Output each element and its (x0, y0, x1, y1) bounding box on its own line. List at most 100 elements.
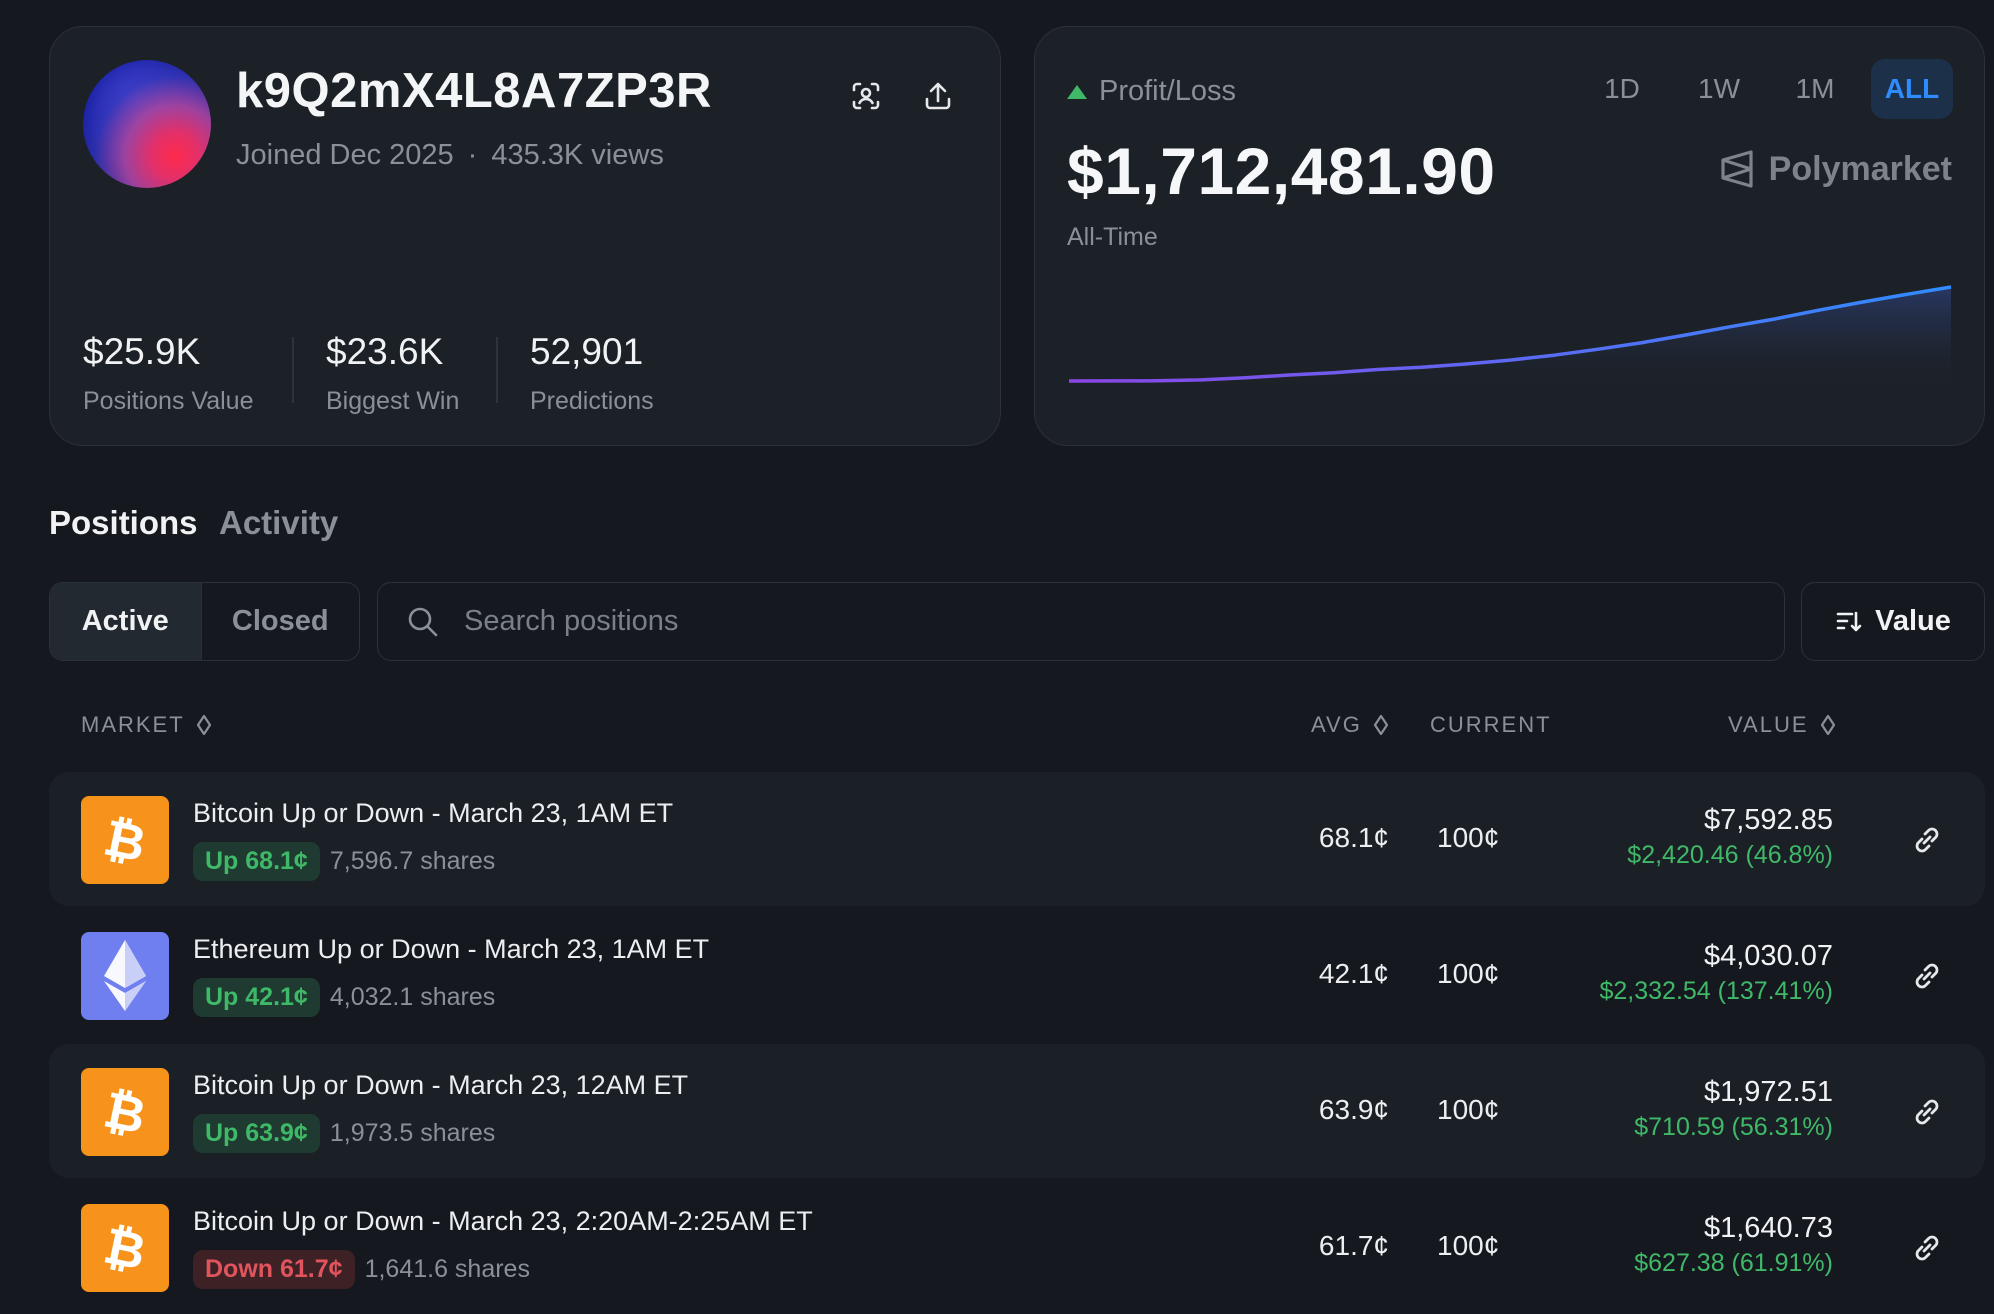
stat-value: $25.9K (83, 331, 201, 372)
market-title[interactable]: Ethereum Up or Down - March 23, 1AM ET (193, 934, 710, 964)
avg-price: 63.9¢ (1318, 1094, 1389, 1125)
stat-value: 52,901 (530, 331, 644, 372)
value-amount: $4,030.07 (1703, 940, 1833, 972)
pnl-label: Profit/Loss (1099, 75, 1236, 107)
table-row[interactable]: ₿ Bitcoin Up or Down - March 23, 12AM ET… (49, 1044, 1985, 1178)
avatar[interactable] (83, 60, 211, 188)
avg-price: 61.7¢ (1318, 1230, 1389, 1261)
svg-text:₿: ₿ (99, 810, 151, 870)
current-price: 100¢ (1437, 1230, 1500, 1261)
outcome-badge: Up 42.1¢ (193, 978, 320, 1017)
brand-name: Polymarket (1768, 149, 1952, 188)
sort-icon (1836, 611, 1862, 631)
bitcoin-icon: ₿ (81, 796, 169, 884)
stat-predictions: 52,901 Predictions (530, 331, 654, 416)
scan-icon[interactable] (844, 74, 888, 118)
tab-positions[interactable]: Positions (49, 504, 198, 541)
column-market[interactable]: MARKET (81, 712, 213, 738)
range-1d[interactable]: 1D (1604, 73, 1640, 104)
stat-divider (496, 337, 498, 403)
outcome-badge: Up 63.9¢ (193, 1114, 320, 1153)
stat-positions-value: $25.9K Positions Value (83, 331, 253, 416)
profile-meta: Joined Dec 2025 · 435.3K views (236, 139, 664, 172)
tab-activity[interactable]: Activity (219, 504, 339, 541)
value-amount: $1,972.51 (1703, 1076, 1833, 1108)
stat-label: Positions Value (83, 387, 254, 415)
share-upload-icon[interactable] (916, 74, 960, 118)
column-value-label: VALUE (1728, 712, 1809, 737)
market-title[interactable]: Bitcoin Up or Down - March 23, 1AM ET (193, 798, 674, 828)
link-icon[interactable] (1909, 958, 1945, 994)
value-pnl: $2,420.46 (46.8%) (1627, 841, 1833, 869)
sort-arrows-icon (196, 714, 211, 736)
brand-logo: Polymarket (1719, 149, 1952, 189)
svg-text:₿: ₿ (99, 1082, 151, 1142)
range-1m[interactable]: 1M (1795, 73, 1835, 104)
pnl-chart (1068, 285, 1952, 397)
sort-arrows-icon (1373, 714, 1388, 736)
status-toggle: Active Closed (49, 582, 360, 661)
link-icon[interactable] (1909, 822, 1945, 858)
market-title[interactable]: Bitcoin Up or Down - March 23, 2:20AM-2:… (193, 1206, 813, 1236)
column-current: CURRENT (1430, 712, 1552, 738)
value-amount: $1,640.73 (1703, 1212, 1833, 1244)
market-title[interactable]: Bitcoin Up or Down - March 23, 12AM ET (193, 1070, 689, 1100)
pnl-header: Profit/Loss (1067, 75, 1236, 108)
position-value: $1,972.51 $710.59 (56.31%) (1634, 1076, 1833, 1142)
profit-loss-card: Profit/Loss 1D 1W 1M ALL $1,712,481.90 A… (1034, 26, 1985, 446)
shares-count: 1,973.5 shares (329, 1119, 496, 1147)
stat-biggest-win: $23.6K Biggest Win (326, 331, 459, 416)
value-amount: $7,592.85 (1703, 804, 1833, 836)
link-icon[interactable] (1909, 1094, 1945, 1130)
view-count: 435.3K views (491, 139, 664, 171)
pnl-period: All-Time (1067, 223, 1158, 251)
shares-count: 7,596.7 shares (329, 847, 496, 875)
outcome-badge: Up 68.1¢ (193, 842, 320, 881)
avg-price: 42.1¢ (1318, 958, 1389, 989)
position-value: $1,640.73 $627.38 (61.91%) (1634, 1212, 1833, 1278)
bitcoin-icon: ₿ (81, 1204, 169, 1292)
stat-divider (292, 337, 294, 403)
link-icon[interactable] (1909, 1230, 1945, 1266)
current-price: 100¢ (1437, 1094, 1500, 1125)
profile-card: k9Q2mX4L8A7ZP3R Joined Dec 2025 · 435.3K v… (49, 26, 1001, 446)
stat-label: Predictions (530, 387, 654, 415)
range-all[interactable]: ALL (1871, 59, 1953, 119)
search-input[interactable] (462, 604, 1666, 639)
username: k9Q2mX4L8A7ZP3R (236, 64, 712, 118)
position-meta: Up 63.9¢ 1,973.5 shares (193, 1114, 495, 1153)
position-value: $4,030.07 $2,332.54 (137.41%) (1599, 940, 1833, 1006)
avg-price: 68.1¢ (1318, 822, 1389, 853)
position-meta: Up 68.1¢ 7,596.7 shares (193, 842, 495, 881)
pnl-area (1069, 287, 1951, 397)
column-avg[interactable]: AVG (1311, 712, 1390, 738)
filter-closed[interactable]: Closed (231, 605, 329, 637)
search-icon (408, 607, 438, 636)
outcome-badge: Down 61.7¢ (193, 1250, 355, 1289)
position-meta: Down 61.7¢ 1,641.6 shares (193, 1250, 530, 1289)
position-value: $7,592.85 $2,420.46 (46.8%) (1627, 804, 1833, 870)
table-row[interactable]: ₿ Bitcoin Up or Down - March 23, 2:20AM-… (49, 1180, 1985, 1314)
stat-label: Biggest Win (326, 387, 460, 415)
position-meta: Up 42.1¢ 4,032.1 shares (193, 978, 495, 1017)
column-value[interactable]: VALUE (1728, 712, 1837, 738)
current-price: 100¢ (1437, 958, 1500, 989)
column-current-label: CURRENT (1430, 712, 1552, 737)
pnl-line (1068, 285, 1952, 383)
svg-text:₿: ₿ (99, 1218, 151, 1278)
stat-value: $23.6K (326, 331, 444, 372)
sort-label: Value (1875, 605, 1951, 637)
shares-count: 4,032.1 shares (329, 983, 496, 1011)
value-pnl: $710.59 (56.31%) (1634, 1113, 1833, 1141)
sort-button[interactable]: Value (1801, 582, 1985, 661)
column-avg-label: AVG (1311, 712, 1362, 737)
filter-active[interactable]: Active (50, 583, 202, 660)
value-pnl: $627.38 (61.91%) (1634, 1249, 1833, 1277)
current-price: 100¢ (1437, 822, 1500, 853)
table-row[interactable]: ₿ Bitcoin Up or Down - March 23, 1AM ET … (49, 772, 1985, 906)
range-1w[interactable]: 1W (1698, 73, 1740, 104)
up-triangle-icon (1067, 84, 1087, 99)
value-pnl: $2,332.54 (137.41%) (1599, 977, 1833, 1005)
polymarket-icon (1721, 150, 1753, 188)
table-row[interactable]: Ethereum Up or Down - March 23, 1AM ET U… (49, 908, 1985, 1042)
